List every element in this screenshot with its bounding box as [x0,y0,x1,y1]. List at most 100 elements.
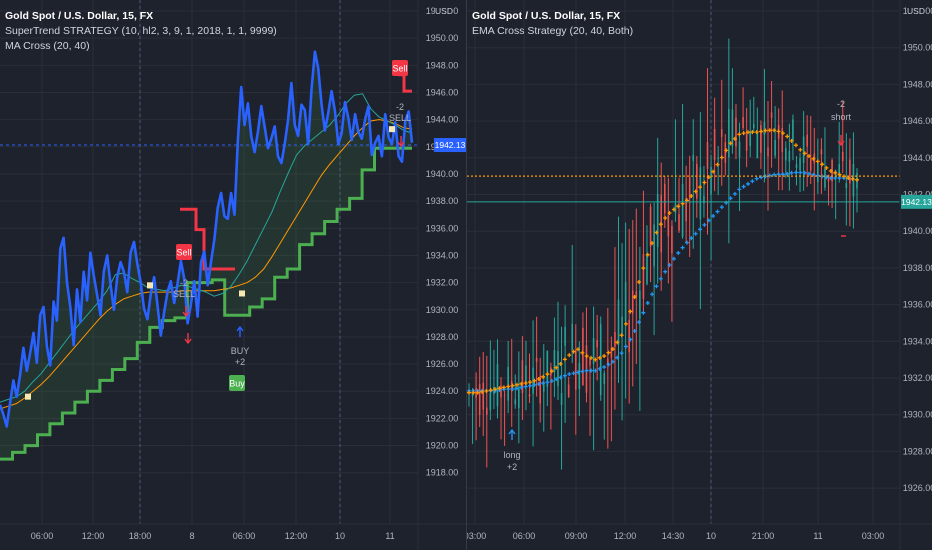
left-symbol-title[interactable]: Gold Spot / U.S. Dollar, 15, FX [5,10,154,22]
right-ema-slow-markers-marker [815,173,820,178]
left-chart-pane[interactable]: Gold Spot / U.S. Dollar, 15, FX SuperTre… [0,0,466,550]
right-ema-fast-markers-marker [807,154,812,159]
right-ema-fast-markers-marker [732,136,737,141]
left-supertrend-indicator-label[interactable]: SuperTrend STRATEGY (10, hl2, 3, 9, 1, 2… [5,25,277,37]
right-ema-fast-markers-marker [488,388,493,393]
right-axis-unit-label: USD [907,6,925,16]
right-ema-fast-markers-marker [602,354,607,359]
right-ema-fast-markers-marker [658,222,663,227]
right-crosshair-price-tag [901,194,932,209]
left-trade-label-2-line2: +2 [235,357,245,367]
right-ema-fast-markers-marker [780,131,785,136]
right-ema-fast-markers-marker [549,369,554,374]
right-ema-fast-markers-marker [850,176,855,181]
right-ema-fast-markers-marker [855,177,859,182]
right-ema-fast-markers-marker [506,384,511,389]
right-ema-cross-indicator-label[interactable]: EMA Cross Strategy (20, 40, Both) [472,25,634,37]
left-legend: Gold Spot / U.S. Dollar, 15, FX SuperTre… [5,9,277,54]
right-candles [468,38,858,470]
right-ema-slow-markers-marker [807,171,812,176]
right-ema-slow-markers-marker [793,170,798,175]
left-price-line [0,50,414,428]
right-ema-slow-markers-marker [750,179,755,184]
right-ema-fast-markers-marker [536,376,541,381]
right-ema-slow-markers-marker [698,227,703,232]
right-ema-fast-markers-marker [702,180,707,185]
right-ema-slow-markers-marker [623,344,628,349]
right-ema-slow-markers-marker [728,196,733,201]
right-ema-fast-markers-marker [628,309,633,314]
right-ema-slow-markers-marker [680,245,685,250]
right-ema-slow-markers-marker [610,359,615,364]
right-x-tick-label: 11 [813,531,822,541]
right-ema-slow-markers-marker [676,250,681,255]
right-symbol-title[interactable]: Gold Spot / U.S. Dollar, 15, FX [472,10,621,22]
right-ema-fast-markers-marker [619,333,624,338]
right-ema-fast-markers-marker [637,279,642,284]
left-supertrend-down-line-1 [180,207,235,271]
right-ema-slow-markers-marker [724,200,729,205]
right-y-tick-label: 1934.00 [903,336,932,346]
left-supertrend-down-line-2 [398,73,412,93]
right-ema-slow-markers-marker [684,240,689,245]
right-ema-slow-markers-marker [528,383,533,388]
right-ema-fast-markers-marker [693,189,698,194]
right-ema-fast-markers-marker [815,159,820,164]
right-ema-fast-markers-marker [475,390,480,395]
right-ema-slow-markers-marker [737,187,742,192]
left-y-tick-label: 1924.00 [426,386,459,396]
right-grid [467,0,900,524]
right-ema-fast-markers-marker [480,389,485,394]
right-ema-slow-markers-marker [532,382,537,387]
right-ema-fast-markers-marker [789,138,794,143]
right-ema-slow-markers-marker [663,269,668,274]
right-x-tick-label: 03:00 [862,531,885,541]
left-signal-label-2: Sell [392,64,407,74]
right-ema-slow-markers-marker [606,362,611,367]
right-ema-fast-markers-marker [728,141,733,146]
left-y-tick-label: 1922.00 [426,413,459,423]
right-chart-pane[interactable]: Gold Spot / U.S. Dollar, 15, FX EMA Cros… [467,0,932,550]
right-ema-fast-markers-marker [606,350,611,355]
right-ema-slow-markers-marker [671,256,676,261]
left-y-tick-label: 1946.00 [426,87,459,97]
left-y-tick-label: 1948.00 [426,60,459,70]
left-y-tick-label: 1926.00 [426,359,459,369]
right-ema-slow-markers-marker [510,387,515,392]
right-y-tick-label: 1944.00 [903,153,932,163]
right-ema-fast-markers-marker [737,132,742,137]
right-ema-slow-markers-marker [772,172,777,177]
right-ema-fast-markers-marker [772,128,777,133]
left-chart-canvas[interactable]: SellSellBuy-2SELLBUY+2-2SELL1918.001920.… [0,0,466,550]
left-ma-cross-indicator-label[interactable]: MA Cross (20, 40) [5,40,90,52]
pane-divider[interactable] [466,0,467,550]
left-x-tick-label: 12:00 [82,531,105,541]
right-ema-fast-markers-marker [689,193,694,198]
right-ema-slow-markers-marker [545,380,550,385]
right-ema-fast-markers-marker [610,347,615,352]
right-ema-fast-markers-marker [719,155,724,160]
right-ema-slow-markers-marker [741,184,746,189]
right-ema-slow-markers-marker [658,276,663,281]
left-signal-box-3 [229,375,245,391]
right-ema-slow-markers-marker [562,373,567,378]
left-y-tick-label: 1950.00 [426,33,459,43]
left-trade-label-2-line1: BUY [231,346,250,356]
right-ema-fast-markers-marker [575,347,580,352]
left-trade-label-3-line2: SELL [389,113,411,123]
left-signal-box-2 [392,60,408,76]
right-ema-fast-markers-marker [759,129,764,134]
right-ema-slow-markers-marker [746,181,751,186]
right-ema-fast-markers-marker [698,185,703,190]
right-chart-canvas[interactable]: long +2 -2 short 1926.00 1928.00 1930.00 1932.0… [467,0,932,550]
right-ema-slow-markers-marker [785,171,790,176]
right-ema-fast-markers-marker [802,151,807,156]
right-ema-slow-markers-marker [706,218,711,223]
right-ema-fast-markers-marker [615,340,620,345]
right-ema-fast-markers-marker [793,143,798,148]
left-y-tick-label: 1938.00 [426,196,459,206]
right-x-tick-label: 12:00 [614,531,637,541]
right-price-axis-bg [900,0,932,550]
right-ema-fast-markers-marker [741,131,746,136]
right-ema-slow-markers-marker [523,384,528,389]
